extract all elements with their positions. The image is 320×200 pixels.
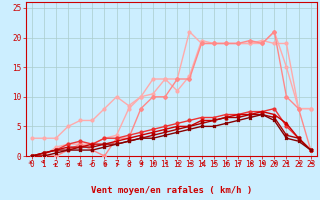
X-axis label: Vent moyen/en rafales ( km/h ): Vent moyen/en rafales ( km/h )	[91, 186, 252, 195]
